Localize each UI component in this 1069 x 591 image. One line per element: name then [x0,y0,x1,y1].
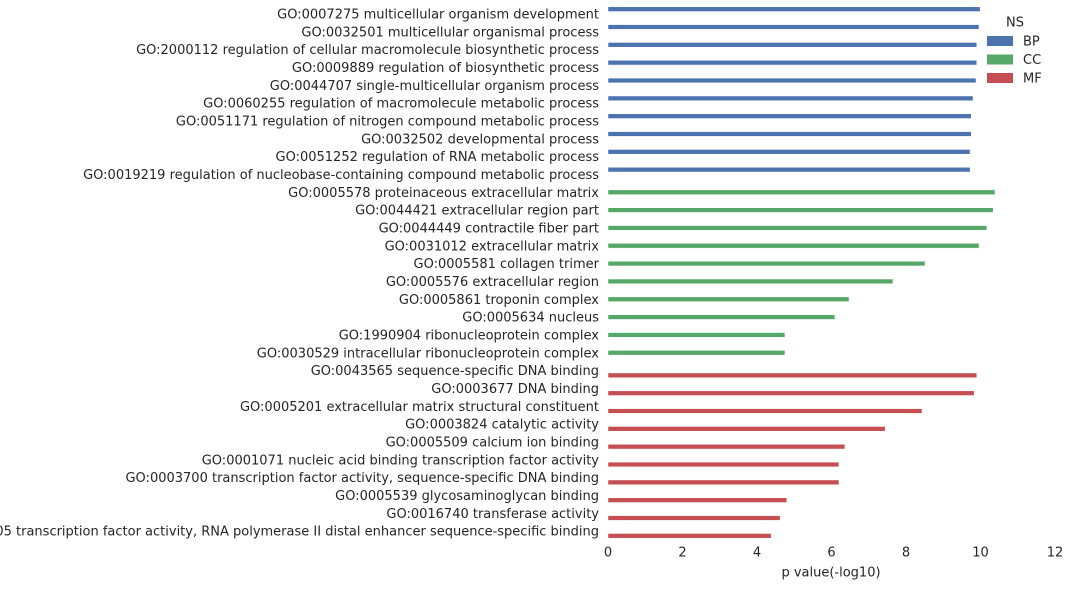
bar [607,408,923,414]
y-tick-label: GO:2000112 regulation of cellular macrom… [136,43,599,58]
y-tick-label: GO:0043565 sequence-specific DNA binding [311,364,599,379]
y-tick-label: GO:0005539 glycosaminoglycan binding [335,489,599,504]
legend-swatch [987,54,1013,65]
x-tick-label: 2 [678,546,686,561]
bar [607,77,977,84]
y-tick-label: GO:0007275 multicellular organism develo… [277,7,599,22]
bar [607,278,894,285]
legend-swatch [987,36,1013,46]
y-tick-label: GO:0031012 extracellular matrix [385,239,600,254]
y-tick-label: GO:0060255 regulation of macromolecule m… [203,97,599,112]
y-tick-label: GO:0005634 nucleus [462,311,599,326]
y-tick-label: GO:0005578 proteinaceous extracellular m… [288,186,599,201]
legend-label: MF [1023,72,1042,87]
y-tick-label: GO:0044449 contractile fiber part [379,221,599,236]
y-tick-label: GO:0005509 calcium ion binding [386,435,599,450]
x-tick-label: 6 [827,546,835,561]
y-tick-label: GO:0051252 regulation of RNA metabolic p… [276,150,600,165]
x-tick-label: 10 [972,546,989,561]
y-tick-label: GO:0005576 extracellular region [386,275,599,290]
bar [607,42,978,48]
y-tick-label: GO:0051171 regulation of nitrogen compou… [176,114,599,129]
bar [607,314,836,320]
y-tick-label: GO:0016740 transferase activity [386,507,599,522]
bar [607,225,988,231]
bar [607,113,972,119]
bar [607,60,978,66]
bar [607,426,886,432]
bar [607,149,971,155]
y-tick-label: GO:0005201 extracellular matrix structur… [240,400,599,415]
y-tick-label: GO:0044707 single-multicellular organism… [270,79,599,94]
x-tick-label: 0 [604,546,612,561]
y-tick-label: GO:0003705 transcription factor activity… [0,525,599,540]
y-tick-label: GO:0003824 catalytic activity [405,418,599,433]
y-tick-label: GO:0001071 nucleic acid binding transcri… [202,453,600,468]
x-axis-label: p value(-log10) [781,566,880,581]
bar [607,479,840,485]
legend-swatch [987,73,1013,83]
y-tick-label: GO:0044421 extracellular region part [355,204,599,219]
bar [607,332,786,338]
legend-label: CC [1023,53,1041,68]
y-tick-label: GO:0019219 regulation of nucleobase-cont… [83,168,599,183]
bar [607,167,971,173]
y-tick-label: GO:0005581 collagen trimer [414,257,600,272]
legend-label: BP [1023,35,1040,50]
bar [607,497,788,503]
bar [607,350,786,356]
bar [607,260,926,267]
x-tick-label: 8 [902,546,910,561]
bar [607,296,850,302]
y-tick-label: GO:0005861 troponin complex [399,293,599,308]
x-tick-label: 12 [1047,546,1064,561]
y-tick-label: GO:0003677 DNA binding [431,382,599,397]
y-tick-label: GO:0009889 regulation of biosynthetic pr… [292,61,599,76]
bar [607,95,974,101]
bar [607,131,972,137]
y-tick-label: GO:0032501 multicellular organismal proc… [301,25,599,40]
bar [607,515,781,521]
y-tick-label: GO:0030529 intracellular ribonucleoprote… [257,346,600,361]
y-tick-label: GO:0032502 developmental process [361,132,599,147]
bar [607,372,978,378]
x-tick-label: 4 [753,546,761,561]
bar [607,243,980,249]
bar [607,207,994,213]
bar [607,444,846,450]
bar [607,461,840,468]
bar [607,533,772,539]
bar [607,189,996,195]
y-tick-label: GO:0003700 transcription factor activity… [125,471,599,486]
bar [607,390,975,396]
legend-title: NS [1006,16,1024,31]
bar [607,6,981,12]
bar [607,24,980,30]
y-tick-label: GO:1990904 ribonucleoprotein complex [339,328,600,343]
